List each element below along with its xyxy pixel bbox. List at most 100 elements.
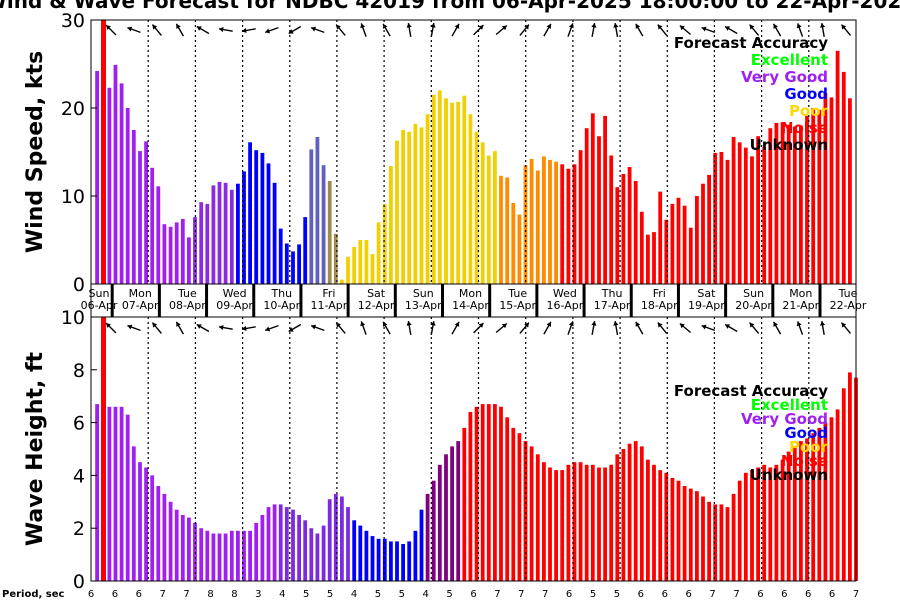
direction-arrow-head <box>106 323 111 328</box>
wave-bar <box>468 412 473 581</box>
wave-bar <box>823 422 828 581</box>
wave-bar <box>676 480 681 581</box>
wave-bar <box>174 509 179 581</box>
period-label: Period, sec <box>2 589 65 600</box>
wave-bar <box>829 417 834 581</box>
wave-bar <box>211 533 216 581</box>
direction-arrow-head <box>701 324 707 330</box>
wind-bar <box>278 228 283 284</box>
wave-bar <box>187 517 191 581</box>
wind-bar <box>150 167 155 284</box>
period-values: 6 6 6 7 7 8 8 3 4 5 5 4 5 5 4 5 6 7 7 7 6 5 5 6 6 6 7 7 6 6 6 6 7 <box>88 589 859 600</box>
wind-bar <box>401 130 405 284</box>
day-axis-band <box>90 283 857 318</box>
wind-bar <box>695 196 699 284</box>
wind-bar <box>444 98 448 284</box>
wave-bar <box>707 501 711 581</box>
wave-bar <box>597 467 601 581</box>
period-value: 6 <box>662 589 668 600</box>
wave-bar <box>272 504 277 581</box>
wind-bar <box>584 128 589 284</box>
period-value: 8 <box>231 589 237 600</box>
wind-bar <box>248 142 252 284</box>
wind-legend-title: Forecast Accuracy <box>674 34 828 52</box>
wind-bar <box>517 214 522 284</box>
wind-bar <box>633 181 638 284</box>
wave-bar <box>370 536 375 581</box>
wind-bar <box>211 185 216 284</box>
direction-arrow-head <box>635 321 641 327</box>
wave-bar <box>480 404 485 581</box>
period-value: 7 <box>494 589 500 600</box>
wave-bar <box>566 464 571 581</box>
day-date-label: 19-Apr <box>688 299 725 312</box>
wave-bar <box>719 504 724 581</box>
wind-bar <box>646 234 650 284</box>
day-date-label: 06-Apr <box>81 299 118 312</box>
wind-bar <box>217 181 222 284</box>
wind-bar <box>340 279 344 284</box>
day-name-label: Mon <box>129 287 152 300</box>
wave-bar <box>205 530 210 581</box>
wind-bar <box>566 168 571 284</box>
wave-bar <box>346 507 350 581</box>
wind-bar <box>223 182 228 284</box>
wave-bar <box>333 493 338 581</box>
chart-title: Wind & Wave Forecast for NDBC 42019 from… <box>0 0 900 13</box>
wind-bar <box>315 137 320 284</box>
wave-plot-frame <box>90 316 857 582</box>
direction-arrow-head <box>749 322 755 328</box>
day-date-label: 14-Apr <box>452 299 489 312</box>
day-name-label: Wed <box>223 287 247 300</box>
wave-bar <box>297 515 301 581</box>
period-value: 5 <box>303 589 309 600</box>
direction-arrow-head <box>288 327 294 332</box>
wind-bar <box>327 181 332 284</box>
day-date-label: 22-Apr <box>830 299 867 312</box>
wind-bar <box>107 87 112 284</box>
wave-bar <box>688 488 693 581</box>
wave-bar <box>278 504 283 581</box>
direction-arrow-head <box>196 26 202 31</box>
wind-bar <box>603 115 607 285</box>
y-tick-label: 10 <box>61 307 85 329</box>
wave-bar <box>590 464 595 581</box>
wave-bar <box>144 467 148 581</box>
wind-bar <box>138 151 142 284</box>
wind-bar <box>664 219 669 284</box>
direction-arrow-head <box>288 29 294 34</box>
y-tick-label: 30 <box>61 10 85 32</box>
wave-bar <box>315 533 320 581</box>
wave-legend-poor: Poor <box>789 438 829 456</box>
wind-bar <box>835 50 840 284</box>
wave-bar <box>95 404 99 581</box>
wave-bar <box>792 446 797 581</box>
wave-bar <box>848 372 852 581</box>
direction-arrow-head <box>152 322 158 328</box>
direction-arrow-head <box>106 25 111 30</box>
wind-bar <box>505 177 510 284</box>
direction-arrow-head <box>613 321 619 326</box>
wind-bar <box>205 203 210 284</box>
wind-bar <box>144 141 148 284</box>
wind-bar <box>242 171 246 284</box>
direction-arrow-head <box>454 23 460 29</box>
day-date-label: 17-Apr <box>594 299 631 312</box>
direction-arrow-head <box>219 325 224 331</box>
direction-arrow-head <box>127 324 133 330</box>
direction-arrow-head <box>176 321 181 327</box>
wind-bar <box>358 240 363 284</box>
period-value: 6 <box>566 589 572 600</box>
wind-legend-excellent: Excellent <box>751 51 828 69</box>
wind-bar <box>811 108 816 284</box>
wind-bar <box>413 123 418 284</box>
direction-arrow-head <box>568 23 574 29</box>
wave-bar <box>560 470 565 581</box>
wind-bar <box>499 175 503 284</box>
wave-bar <box>217 533 222 581</box>
wave-bar <box>615 454 620 581</box>
wind-legend-good: Good <box>784 85 828 103</box>
wave-bar <box>535 454 540 581</box>
direction-arrow-head <box>841 24 847 30</box>
